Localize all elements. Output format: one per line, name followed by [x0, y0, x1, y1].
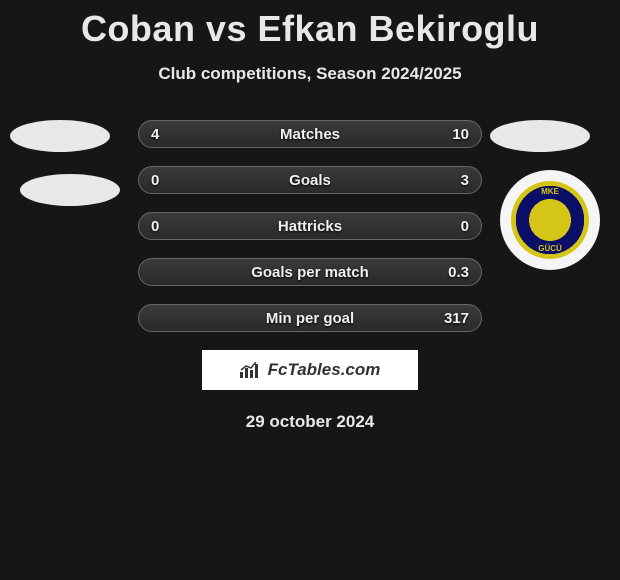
footer-brand-text: FcTables.com [268, 360, 381, 380]
club-ellipse-left-2 [20, 174, 120, 206]
stat-label: Goals [289, 172, 331, 189]
stat-left-value: 0 [151, 172, 159, 189]
stat-right-value: 0 [461, 218, 469, 235]
stat-label: Matches [280, 126, 340, 143]
stat-row: Min per goal 317 [138, 304, 482, 332]
stat-left-value: 4 [151, 126, 159, 143]
club-crest-icon: MKE GÜCÜ [511, 181, 589, 259]
club-ellipse-left-1 [10, 120, 110, 152]
stat-row: Goals per match 0.3 [138, 258, 482, 286]
stat-row: 0 Goals 3 [138, 166, 482, 194]
stat-row: 4 Matches 10 [138, 120, 482, 148]
date-text: 29 october 2024 [0, 412, 620, 432]
stat-label: Goals per match [251, 264, 369, 281]
stat-right-value: 317 [444, 310, 469, 327]
stats-container: 4 Matches 10 0 Goals 3 0 Hattricks 0 Goa… [138, 120, 482, 332]
club-ellipse-right-1 [490, 120, 590, 152]
stat-right-value: 0.3 [448, 264, 469, 281]
stat-right-value: 3 [461, 172, 469, 189]
club-badge-right: MKE GÜCÜ [500, 170, 600, 270]
subtitle: Club competitions, Season 2024/2025 [0, 64, 620, 84]
stat-right-value: 10 [452, 126, 469, 143]
chart-icon [240, 362, 262, 378]
stat-label: Hattricks [278, 218, 342, 235]
stat-label: Min per goal [266, 310, 354, 327]
stat-left-value: 0 [151, 218, 159, 235]
stat-row: 0 Hattricks 0 [138, 212, 482, 240]
page-title: Coban vs Efkan Bekiroglu [0, 0, 620, 50]
footer-brand: FcTables.com [202, 350, 418, 390]
